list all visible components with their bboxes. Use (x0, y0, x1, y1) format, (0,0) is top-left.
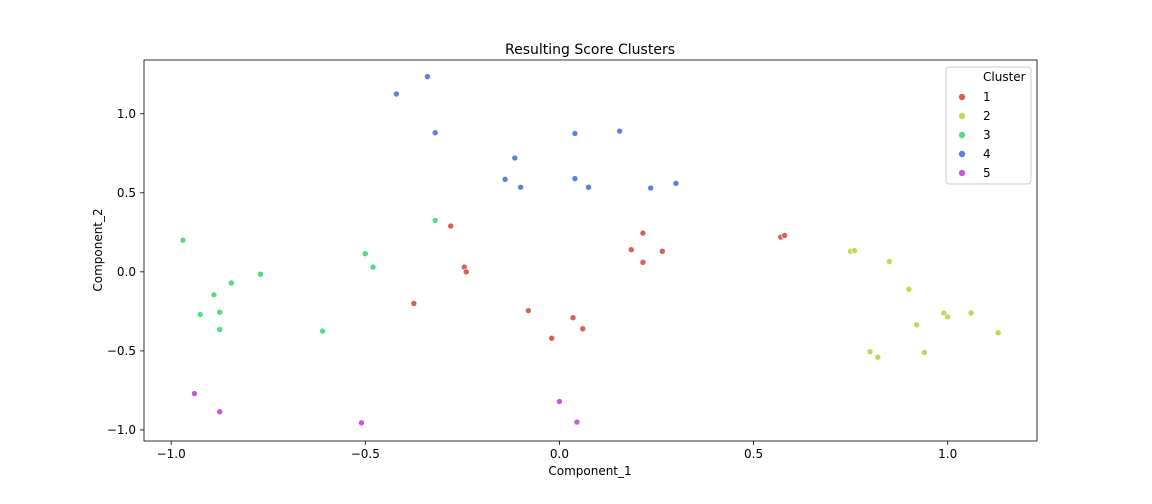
data-point-cluster-4 (517, 183, 524, 191)
data-point-cluster-1 (781, 232, 788, 239)
legend-label: 1 (983, 90, 991, 104)
data-point-cluster-5 (358, 419, 365, 427)
legend-title: Cluster (983, 70, 1026, 84)
data-point-cluster-2 (921, 349, 928, 356)
legend-marker (958, 131, 966, 139)
data-point-cluster-1 (627, 246, 635, 254)
legend-marker (958, 150, 966, 158)
chart-title: Resulting Score Clusters (505, 42, 675, 58)
data-point-cluster-2 (994, 329, 1002, 337)
x-tick-label: 0.5 (744, 447, 763, 461)
data-point-cluster-1 (410, 300, 418, 307)
data-point-cluster-2 (905, 285, 913, 293)
data-point-cluster-3 (210, 291, 218, 299)
plot-frame (143, 59, 1038, 442)
data-point-cluster-4 (431, 129, 439, 137)
data-point-cluster-5 (573, 418, 581, 426)
y-tick-label: −0.5 (107, 344, 136, 358)
data-point-cluster-2 (944, 313, 952, 321)
y-axis: −1.0 −0.5 0.0 0.5 1.0 (107, 107, 144, 437)
data-point-cluster-4 (393, 90, 400, 98)
data-point-cluster-2 (866, 348, 874, 355)
legend-marker (958, 112, 966, 120)
data-point-cluster-3 (319, 327, 326, 335)
data-point-cluster-4 (571, 130, 579, 137)
legend: Cluster 1 2 3 4 5 (945, 66, 1032, 185)
legend-marker (958, 169, 966, 177)
x-tick-label: −1.0 (157, 447, 186, 461)
data-point-cluster-5 (556, 398, 563, 405)
data-point-cluster-2 (913, 321, 920, 329)
data-point-cluster-2 (874, 353, 882, 361)
y-tick-label: 1.0 (117, 107, 136, 121)
data-point-cluster-1 (447, 222, 455, 230)
data-point-cluster-4 (585, 183, 592, 191)
data-point-cluster-4 (424, 73, 431, 80)
data-point-cluster-2 (967, 309, 975, 317)
data-point-cluster-3 (216, 326, 224, 333)
data-point-cluster-5 (216, 408, 224, 416)
data-point-cluster-4 (672, 180, 680, 187)
data-point-cluster-1 (525, 307, 532, 314)
data-point-cluster-3 (196, 311, 204, 318)
data-point-cluster-2 (851, 247, 858, 254)
data-point-cluster-2 (886, 258, 893, 265)
y-tick-label: −1.0 (107, 423, 136, 437)
y-tick-label: 0.0 (117, 265, 136, 279)
legend-marker (958, 93, 966, 101)
x-axis: −1.0 −0.5 0.0 0.5 1.0 (157, 441, 957, 461)
data-point-cluster-3 (431, 217, 439, 224)
data-point-cluster-3 (228, 279, 235, 287)
legend-label: 3 (983, 128, 991, 142)
data-point-cluster-2 (940, 309, 948, 317)
data-point-cluster-1 (639, 259, 647, 266)
data-point-cluster-1 (659, 247, 666, 255)
x-tick-label: 0.0 (550, 447, 569, 461)
data-point-cluster-4 (501, 176, 509, 183)
data-point-cluster-3 (257, 270, 264, 278)
data-point-cluster-4 (616, 127, 623, 135)
y-axis-label: Component_2 (91, 208, 105, 291)
x-axis-label: Component_1 (548, 464, 631, 478)
data-point-cluster-3 (216, 308, 224, 316)
legend-items: 1 2 3 4 5 (958, 90, 991, 180)
data-point-cluster-4 (647, 184, 654, 192)
legend-label: 2 (983, 109, 991, 123)
data-point-cluster-4 (571, 175, 579, 182)
plot-area (143, 59, 1038, 442)
data-point-cluster-1 (569, 314, 577, 321)
x-tick-label: −0.5 (351, 447, 380, 461)
legend-frame (945, 66, 1032, 185)
data-point-cluster-1 (639, 229, 647, 237)
data-point-cluster-3 (362, 250, 369, 257)
data-point-cluster-3 (369, 263, 377, 271)
data-point-cluster-1 (548, 334, 555, 342)
data-point-cluster-1 (579, 325, 587, 333)
data-point-cluster-3 (179, 236, 187, 244)
legend-label: 5 (983, 166, 991, 180)
y-tick-label: 0.5 (117, 186, 136, 200)
x-tick-label: 1.0 (938, 447, 957, 461)
data-points (179, 73, 1002, 427)
data-point-cluster-1 (462, 268, 470, 276)
legend-label: 4 (983, 147, 991, 161)
data-point-cluster-4 (511, 154, 519, 162)
data-point-cluster-5 (191, 390, 198, 397)
